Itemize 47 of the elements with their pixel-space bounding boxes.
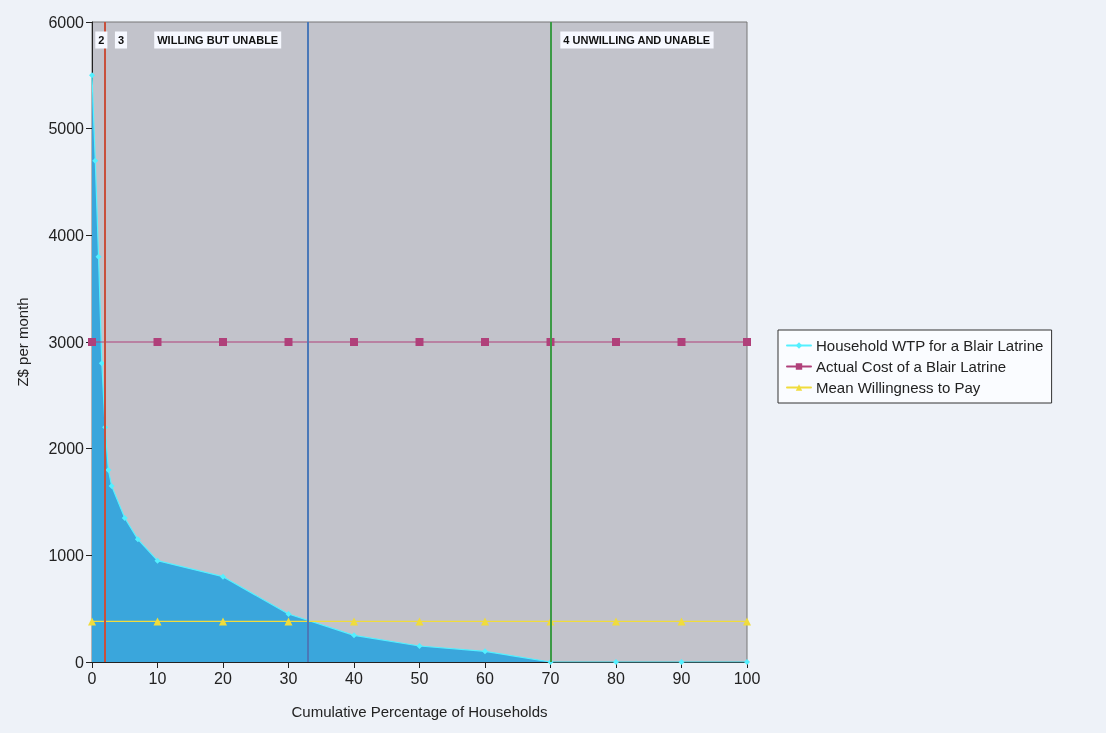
annotation: 3 <box>117 34 125 46</box>
y-tick-label: 0 <box>75 653 85 671</box>
point <box>88 617 96 626</box>
point <box>88 338 96 346</box>
legend-label: Household WTP for a Blair Latrine <box>816 337 1044 354</box>
annotation: WILLING BUT UNABLE <box>157 34 279 46</box>
y-tick-label: 5000 <box>48 120 85 138</box>
x-tick-label: 10 <box>148 669 167 687</box>
y-tick-label: 3000 <box>48 333 85 351</box>
point <box>219 617 227 626</box>
x-tick-label: 60 <box>476 669 494 687</box>
x-tick-label: 30 <box>279 669 298 687</box>
point <box>350 338 358 346</box>
x-tick-label: 100 <box>733 669 761 687</box>
legend-label: Actual Cost of a Blair Latrine <box>816 358 1007 375</box>
x-tick-label: 90 <box>672 669 691 687</box>
x-tick-label: 80 <box>607 669 625 687</box>
y-axis-title: Z$ per month <box>14 297 31 387</box>
point <box>153 338 162 346</box>
point <box>612 617 620 626</box>
point <box>284 617 293 626</box>
point <box>481 338 489 346</box>
y-tick-label: 6000 <box>48 13 85 31</box>
y-tick-label: 2000 <box>48 440 85 458</box>
point <box>612 338 620 346</box>
point <box>284 338 293 346</box>
point <box>153 617 162 626</box>
x-tick-label: 0 <box>87 669 97 687</box>
x-tick-label: 40 <box>345 669 363 687</box>
point <box>350 617 358 626</box>
annotation: 2 <box>98 34 105 46</box>
annotation: 4 UNWILLING AND UNABLE <box>563 34 711 46</box>
x-tick-label: 20 <box>214 669 232 687</box>
y-tick-label: 1000 <box>48 546 85 564</box>
point <box>481 617 489 626</box>
point <box>743 338 751 346</box>
y-tick-label: 4000 <box>48 226 85 244</box>
x-axis-title: Cumulative Percentage of Households <box>291 703 548 720</box>
x-tick-label: 70 <box>541 669 560 687</box>
legend-label: Mean Willingness to Pay <box>816 379 981 396</box>
point <box>743 617 751 626</box>
point <box>415 617 424 626</box>
point <box>677 338 686 346</box>
point <box>415 338 424 346</box>
point <box>219 338 227 346</box>
point <box>677 617 686 626</box>
x-tick-label: 50 <box>410 669 429 687</box>
